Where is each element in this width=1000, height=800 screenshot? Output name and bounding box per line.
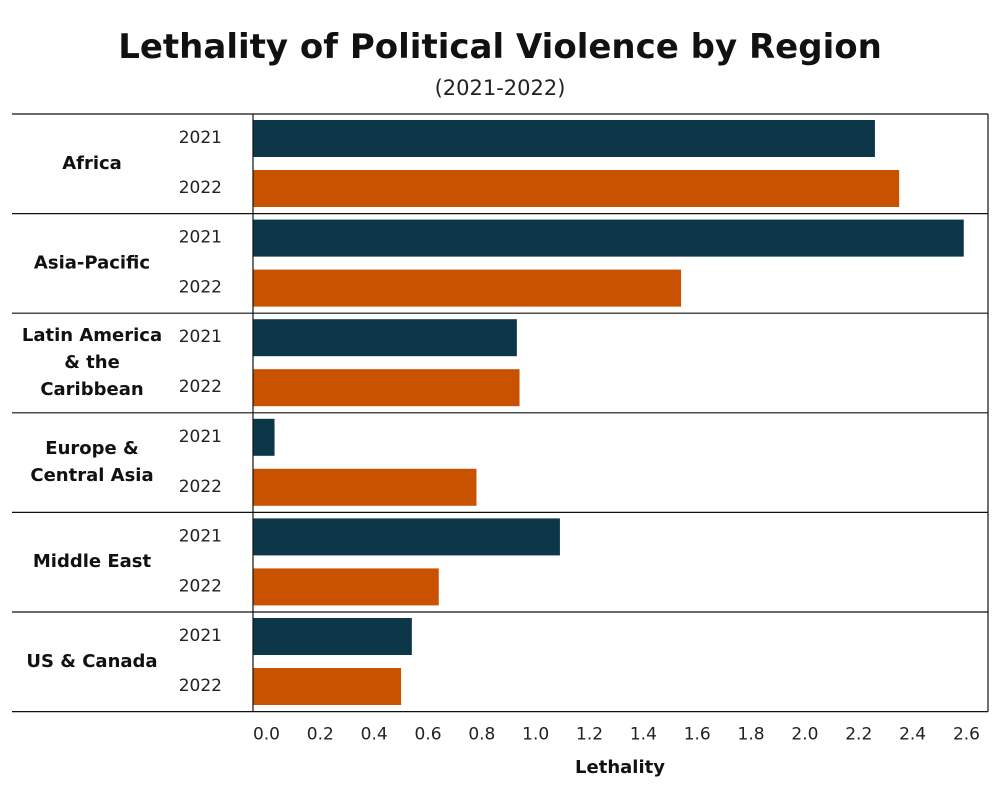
year-label-latin-america-the-caribbean-2021: 2021 (179, 327, 222, 347)
bar-europe-central-asia-2021 (253, 418, 275, 456)
x-tick-label: 1.4 (630, 725, 657, 745)
bar-africa-2021 (253, 120, 875, 157)
chart-title: Lethality of Political Violence by Regio… (118, 27, 882, 67)
year-label-latin-america-the-caribbean-2022: 2022 (179, 377, 222, 397)
year-label-europe-central-asia-2021: 2021 (179, 427, 222, 447)
x-tick-label: 0.4 (361, 725, 388, 745)
bar-us-canada-2021 (253, 618, 412, 655)
bar-latin-america-the-caribbean-2021 (253, 319, 517, 357)
x-tick-label: 0.2 (307, 725, 334, 745)
bar-middle-east-2022 (253, 568, 439, 606)
year-label-middle-east-2021: 2021 (179, 526, 222, 546)
bar-asia-pacific-2021 (253, 219, 964, 257)
plot-area: 2021 2022 Africa 2021 2022 Asia-Pacific 2021 20… (12, 113, 989, 745)
year-label-asia-pacific-2022: 2022 (179, 278, 222, 298)
x-tick-label: 1.2 (576, 725, 603, 745)
x-tick-label: 1.0 (522, 725, 549, 745)
category-label-latin-america-the-caribbean: Latin America & the Caribbean (22, 325, 162, 400)
year-label-africa-2022: 2022 (179, 178, 222, 198)
x-tick-label: 2.0 (791, 725, 818, 745)
x-tick-label: 0.8 (468, 725, 495, 745)
bar-europe-central-asia-2022 (253, 468, 477, 506)
year-label-us-canada-2021: 2021 (179, 626, 222, 646)
year-label-middle-east-2022: 2022 (179, 576, 222, 596)
x-tick-label: 2.6 (953, 725, 980, 745)
bar-us-canada-2022 (253, 668, 402, 705)
x-tick-label: 1.6 (684, 725, 711, 745)
year-label-africa-2021: 2021 (179, 128, 222, 148)
bar-asia-pacific-2022 (253, 269, 682, 307)
x-tick-label: 2.2 (845, 725, 872, 745)
bar-middle-east-2021 (253, 518, 560, 556)
x-tick-label: 0.6 (414, 725, 441, 745)
chart-subtitle: (2021-2022) (435, 76, 566, 100)
category-label-middle-east: Middle East (33, 551, 152, 572)
x-tick-label: 1.8 (738, 725, 765, 745)
x-tick-label: 0.0 (253, 725, 280, 745)
bar-africa-2022 (253, 170, 900, 207)
category-label-europe-central-asia: Europe & Central Asia (30, 438, 153, 486)
bar-latin-america-the-caribbean-2022 (253, 369, 520, 407)
x-axis-label: Lethality (575, 757, 665, 778)
year-label-us-canada-2022: 2022 (179, 676, 222, 696)
year-label-europe-central-asia-2022: 2022 (179, 477, 222, 497)
category-label-asia-pacific: Asia-Pacific (34, 252, 150, 273)
x-tick-label: 2.4 (899, 725, 926, 745)
year-label-asia-pacific-2021: 2021 (179, 228, 222, 248)
category-label-us-canada: US & Canada (26, 651, 157, 672)
category-label-africa: Africa (62, 153, 122, 174)
